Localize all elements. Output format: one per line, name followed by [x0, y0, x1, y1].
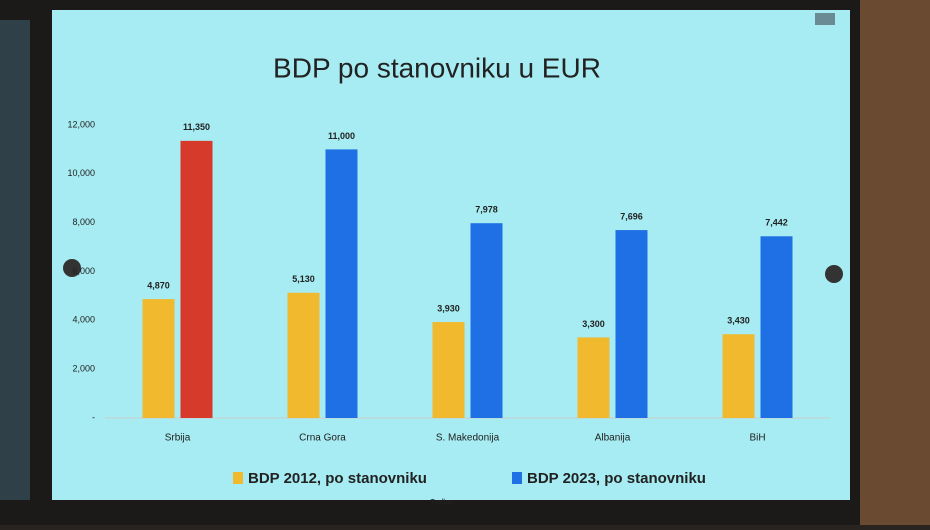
nav-button[interactable] — [825, 265, 843, 283]
value-label: 7,696 — [620, 211, 643, 221]
y-tick-label: 2,000 — [72, 364, 95, 374]
bar — [180, 140, 213, 418]
bar — [760, 236, 793, 418]
y-tick-label: 10,000 — [67, 168, 95, 178]
x-tick-label: S. Makedonija — [436, 433, 500, 444]
bar — [325, 149, 358, 418]
x-tick-label: Crna Gora — [299, 433, 346, 444]
x-tick-label: Albanija — [595, 433, 631, 444]
value-label: 3,300 — [582, 319, 605, 329]
value-label: 4,870 — [147, 280, 170, 290]
value-label: 11,000 — [328, 131, 355, 141]
chart-title: BDP po stanovniku u EUR — [273, 52, 601, 83]
value-label: 3,430 — [727, 316, 750, 326]
screen — [52, 10, 850, 500]
y-tick-label: - — [92, 412, 95, 422]
bar — [577, 337, 610, 418]
side-screen — [0, 20, 30, 500]
screen-icon — [815, 13, 835, 25]
legend-swatch — [512, 472, 522, 484]
bar — [432, 322, 465, 418]
x-tick-label: Srbija — [165, 433, 191, 444]
bar — [287, 292, 320, 418]
toolbar-label[interactable]: Toolbar — [431, 499, 455, 506]
legend-label: BDP 2023, po stanovniku — [527, 470, 706, 487]
nav-button[interactable] — [63, 259, 81, 277]
bar — [142, 299, 175, 418]
x-tick-label: BiH — [749, 433, 765, 444]
bar — [722, 334, 755, 418]
legend-swatch — [233, 472, 243, 484]
value-label: 11,350 — [183, 122, 210, 132]
y-tick-label: 6,000 — [72, 266, 95, 276]
value-label: 3,930 — [437, 303, 460, 313]
bar — [615, 230, 648, 418]
wall — [860, 0, 930, 525]
legend-label: BDP 2012, po stanovniku — [248, 470, 427, 487]
value-label: 7,978 — [475, 205, 498, 215]
y-tick-label: 12,000 — [67, 119, 95, 129]
bar — [470, 223, 503, 418]
value-label: 5,130 — [292, 274, 315, 284]
value-label: 7,442 — [765, 218, 788, 228]
y-tick-label: 4,000 — [72, 315, 95, 325]
y-tick-label: 8,000 — [72, 217, 95, 227]
